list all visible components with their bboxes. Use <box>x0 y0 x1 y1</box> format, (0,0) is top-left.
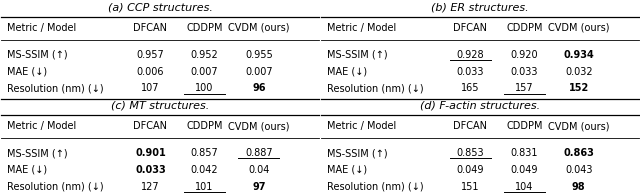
Text: 157: 157 <box>515 83 534 93</box>
Text: 0.957: 0.957 <box>136 50 164 60</box>
Text: MAE (↓): MAE (↓) <box>327 67 367 77</box>
Text: 101: 101 <box>195 182 214 192</box>
Text: MS-SSIM (↑): MS-SSIM (↑) <box>7 50 68 60</box>
Text: CVDM (ours): CVDM (ours) <box>228 23 289 33</box>
Text: MS-SSIM (↑): MS-SSIM (↑) <box>327 50 388 60</box>
Text: 0.043: 0.043 <box>565 165 593 175</box>
Text: 127: 127 <box>141 182 160 192</box>
Text: 0.857: 0.857 <box>191 148 218 158</box>
Text: 96: 96 <box>252 83 266 93</box>
Text: 0.887: 0.887 <box>245 148 273 158</box>
Text: 0.007: 0.007 <box>245 67 273 77</box>
Text: MAE (↓): MAE (↓) <box>327 165 367 175</box>
Text: 0.934: 0.934 <box>563 50 594 60</box>
Text: Metric / Model: Metric / Model <box>7 23 76 33</box>
Text: 98: 98 <box>572 182 586 192</box>
Text: CDDPM: CDDPM <box>186 121 223 131</box>
Text: 0.049: 0.049 <box>457 165 484 175</box>
Text: CVDM (ours): CVDM (ours) <box>548 121 609 131</box>
Text: Resolution (nm) (↓): Resolution (nm) (↓) <box>327 182 424 192</box>
Text: 0.04: 0.04 <box>248 165 269 175</box>
Text: 0.042: 0.042 <box>191 165 218 175</box>
Text: 0.920: 0.920 <box>511 50 538 60</box>
Text: MAE (↓): MAE (↓) <box>7 165 47 175</box>
Text: (c) MT structures.: (c) MT structures. <box>111 101 209 111</box>
Text: 97: 97 <box>252 182 266 192</box>
Text: DFCAN: DFCAN <box>134 23 168 33</box>
Text: 0.033: 0.033 <box>511 67 538 77</box>
Text: DFCAN: DFCAN <box>134 121 168 131</box>
Text: Metric / Model: Metric / Model <box>327 23 396 33</box>
Text: DFCAN: DFCAN <box>454 121 488 131</box>
Text: Resolution (nm) (↓): Resolution (nm) (↓) <box>7 83 104 93</box>
Text: 0.006: 0.006 <box>137 67 164 77</box>
Text: 165: 165 <box>461 83 480 93</box>
Text: 0.863: 0.863 <box>563 148 594 158</box>
Text: 0.853: 0.853 <box>456 148 484 158</box>
Text: CVDM (ours): CVDM (ours) <box>228 121 289 131</box>
Text: MS-SSIM (↑): MS-SSIM (↑) <box>7 148 68 158</box>
Text: (a) CCP structures.: (a) CCP structures. <box>108 3 212 13</box>
Text: 0.952: 0.952 <box>191 50 218 60</box>
Text: CDDPM: CDDPM <box>506 23 543 33</box>
Text: MS-SSIM (↑): MS-SSIM (↑) <box>327 148 388 158</box>
Text: 0.049: 0.049 <box>511 165 538 175</box>
Text: Metric / Model: Metric / Model <box>327 121 396 131</box>
Text: Resolution (nm) (↓): Resolution (nm) (↓) <box>327 83 424 93</box>
Text: 0.032: 0.032 <box>565 67 593 77</box>
Text: 0.928: 0.928 <box>456 50 484 60</box>
Text: 0.033: 0.033 <box>135 165 166 175</box>
Text: 0.033: 0.033 <box>457 67 484 77</box>
Text: 100: 100 <box>195 83 214 93</box>
Text: (b) ER structures.: (b) ER structures. <box>431 3 529 13</box>
Text: CDDPM: CDDPM <box>506 121 543 131</box>
Text: DFCAN: DFCAN <box>454 23 488 33</box>
Text: 0.955: 0.955 <box>245 50 273 60</box>
Text: 152: 152 <box>569 83 589 93</box>
Text: 0.007: 0.007 <box>191 67 218 77</box>
Text: CDDPM: CDDPM <box>186 23 223 33</box>
Text: Resolution (nm) (↓): Resolution (nm) (↓) <box>7 182 104 192</box>
Text: CVDM (ours): CVDM (ours) <box>548 23 609 33</box>
Text: 107: 107 <box>141 83 160 93</box>
Text: 151: 151 <box>461 182 480 192</box>
Text: Metric / Model: Metric / Model <box>7 121 76 131</box>
Text: 0.831: 0.831 <box>511 148 538 158</box>
Text: MAE (↓): MAE (↓) <box>7 67 47 77</box>
Text: 0.901: 0.901 <box>135 148 166 158</box>
Text: 104: 104 <box>515 182 534 192</box>
Text: (d) F-actin structures.: (d) F-actin structures. <box>420 101 540 111</box>
